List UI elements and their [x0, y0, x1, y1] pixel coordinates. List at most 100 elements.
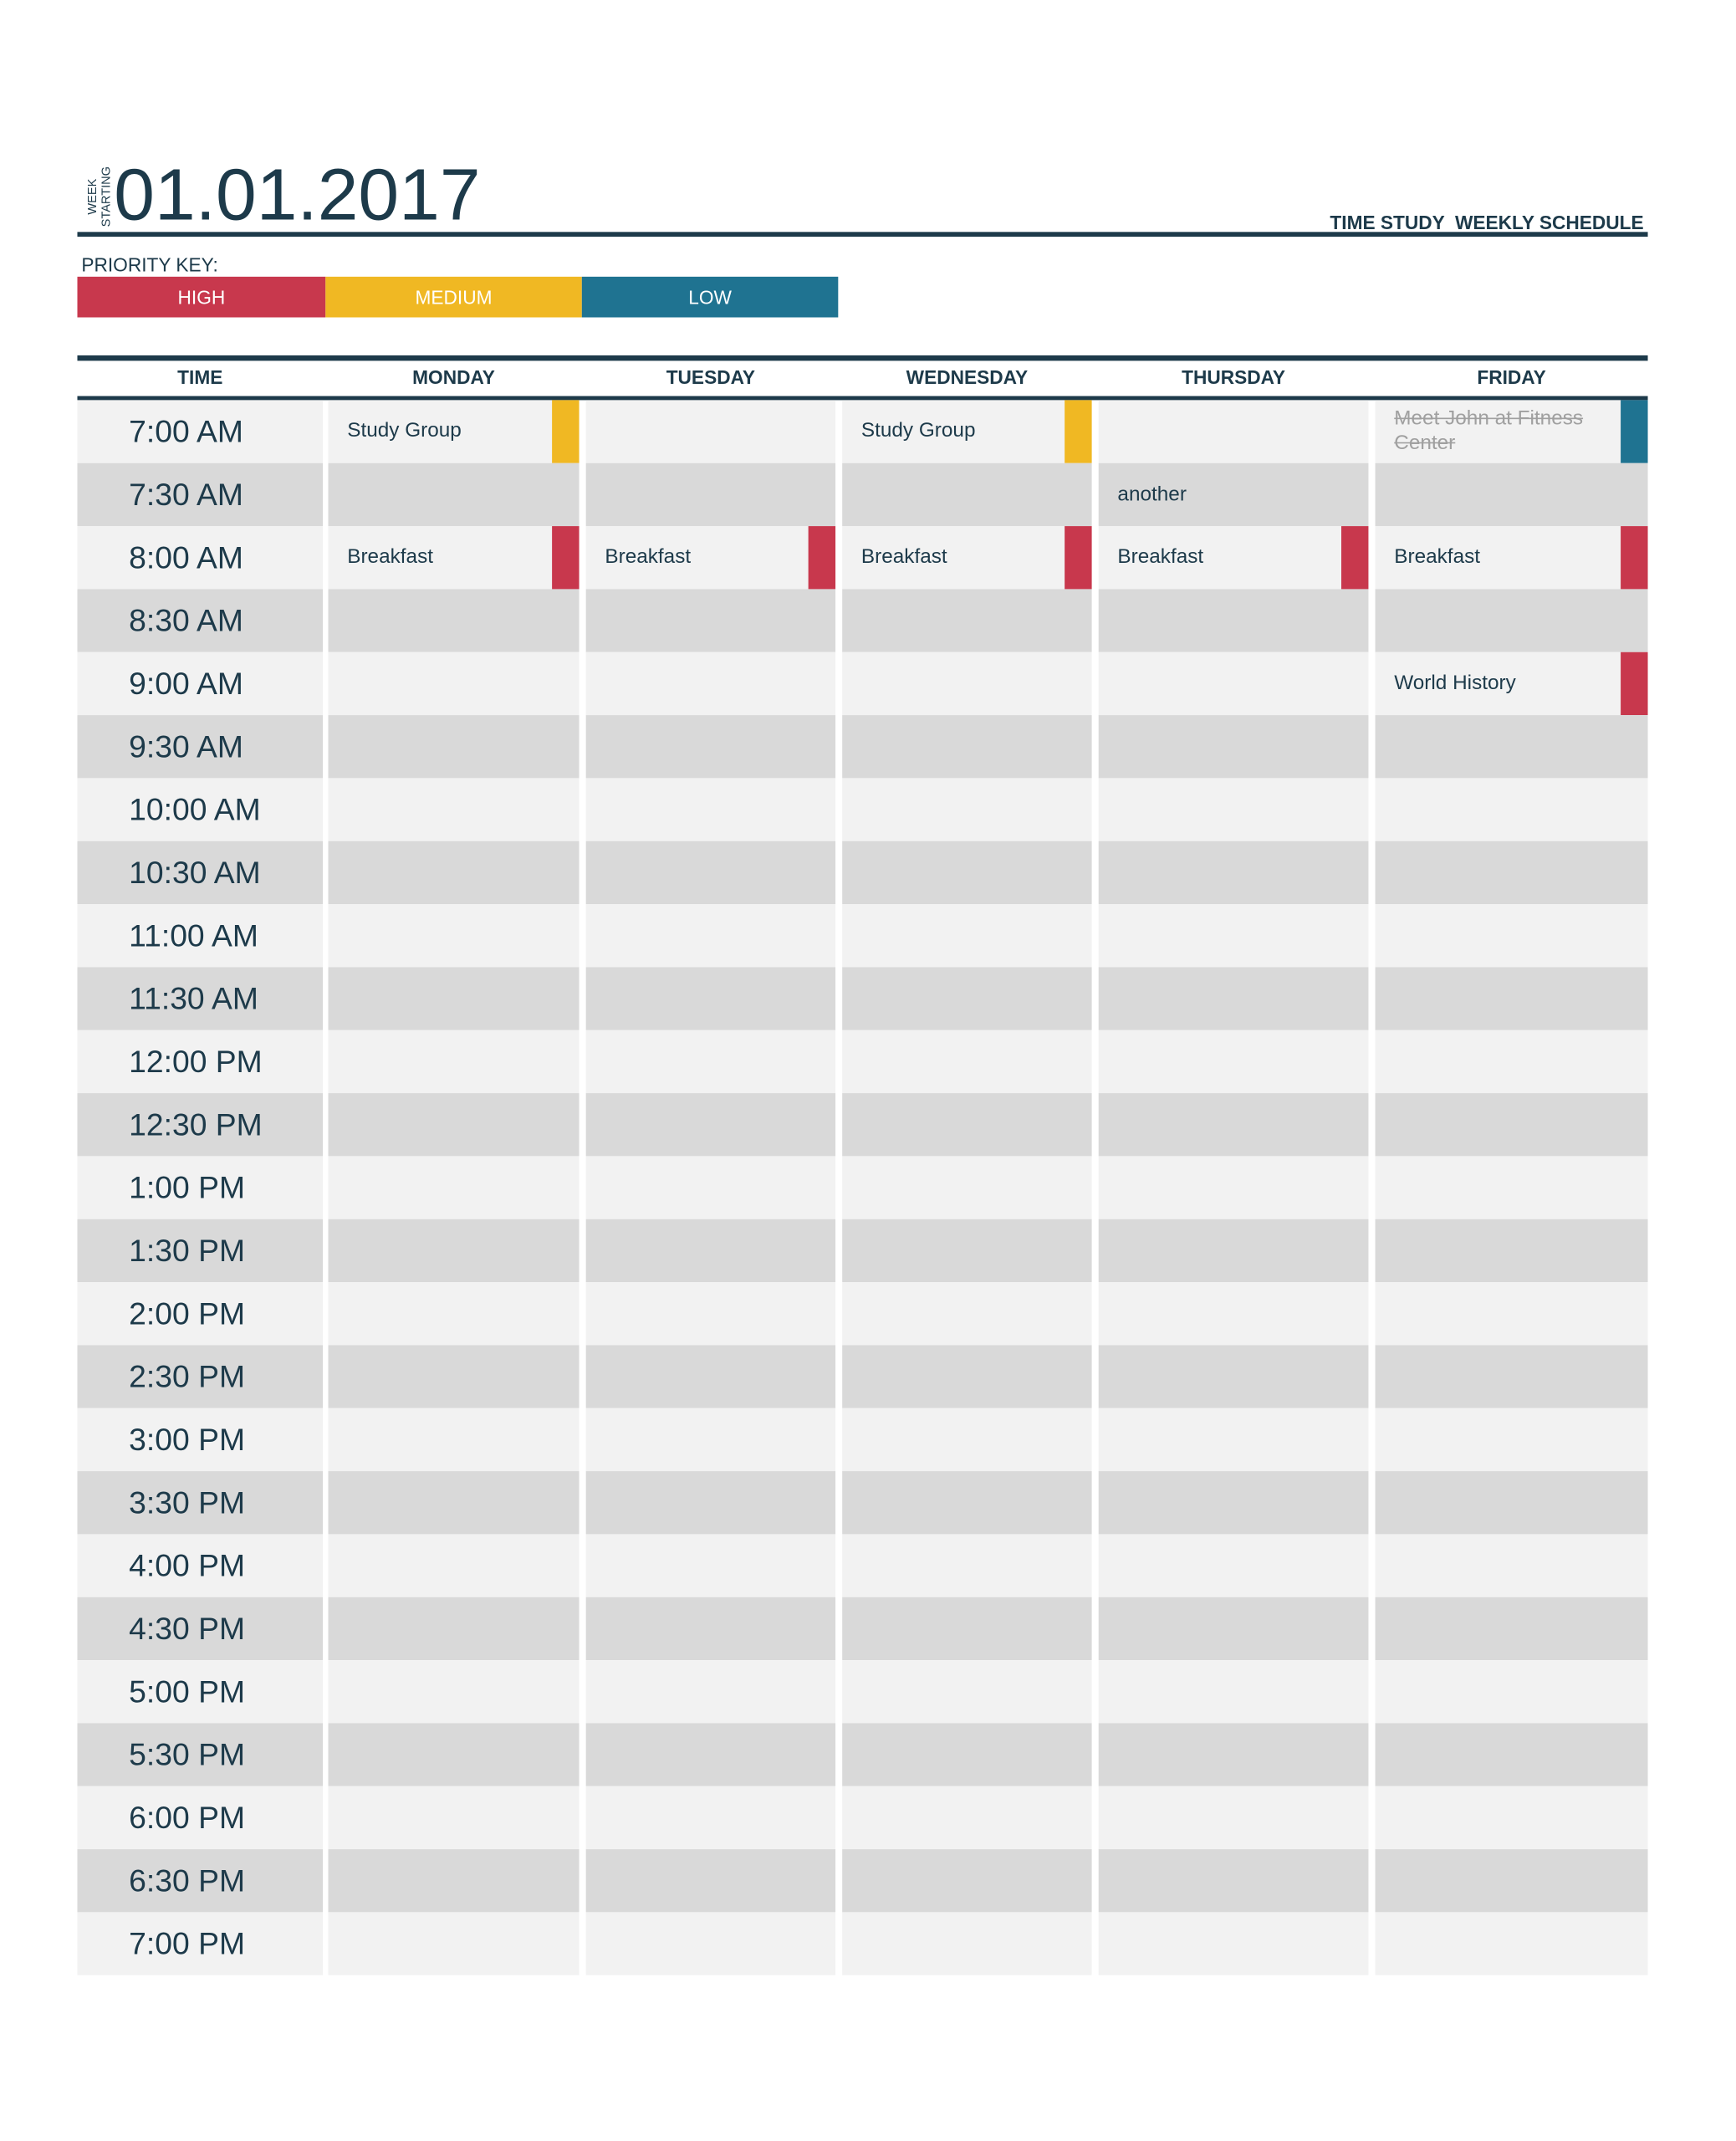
time-cell [77, 1156, 324, 1219]
time-cell [77, 1093, 324, 1157]
day-cell [1098, 841, 1369, 905]
time-label: 10:00 AM [129, 792, 261, 827]
day-cell [842, 1534, 1092, 1597]
time-cell [77, 462, 324, 527]
event-text: Breakfast [605, 545, 692, 569]
day-cell [842, 1471, 1092, 1535]
day-cell [328, 1723, 580, 1786]
day-cell [328, 1912, 580, 1975]
week-date: 01.01.2017 [114, 154, 480, 236]
column-header: MONDAY [412, 366, 495, 388]
time-cell [77, 1219, 324, 1283]
day-cell [1098, 1408, 1369, 1472]
event-box: Breakfast [347, 545, 433, 569]
day-cell [1098, 589, 1369, 652]
day-cell [585, 715, 836, 779]
day-cell [1375, 1030, 1648, 1094]
priority-key-text: LOW [688, 286, 732, 308]
time-cell [77, 904, 324, 968]
day-cell [842, 967, 1092, 1030]
day-cell [1098, 526, 1369, 590]
day-cell [1098, 1534, 1369, 1597]
time-label: 12:00 PM [129, 1044, 263, 1079]
priority-marker [552, 400, 580, 463]
priority-key-text: HIGH [178, 286, 226, 308]
day-cell [328, 1156, 580, 1219]
day-cell [1375, 526, 1648, 590]
day-cell [842, 778, 1092, 841]
day-cell [328, 1849, 580, 1913]
time-label: 6:30 PM [129, 1863, 245, 1898]
day-cell [1375, 1912, 1648, 1975]
time-label: 2:30 PM [129, 1359, 245, 1394]
day-cell [1375, 1660, 1648, 1724]
day-cell [842, 1597, 1092, 1661]
day-cell [842, 526, 1092, 590]
day-cell [328, 400, 580, 463]
time-cell [77, 1030, 324, 1094]
event-text: Breakfast [1394, 545, 1481, 569]
time-label: 8:30 AM [129, 603, 243, 638]
event-box: Meet John at Fitness Center [1394, 407, 1583, 455]
day-cell [1098, 462, 1369, 527]
day-cell [1098, 651, 1369, 716]
day-cell [585, 651, 836, 716]
time-cell [77, 1786, 324, 1850]
day-cell [1098, 1093, 1369, 1157]
event-box: Breakfast [861, 545, 947, 569]
day-cell [585, 841, 836, 905]
priority-key-bar [77, 276, 326, 318]
priority-marker [1341, 526, 1369, 590]
time-label: 10:30 AM [129, 855, 261, 890]
time-label: 7:00 AM [129, 414, 243, 449]
day-cell [1098, 400, 1369, 463]
day-cell [328, 651, 580, 716]
time-label: 2:00 PM [129, 1295, 245, 1331]
event-box: Breakfast [605, 545, 692, 569]
time-label: 3:30 PM [129, 1484, 245, 1520]
day-cell [842, 1723, 1092, 1786]
day-cell [328, 778, 580, 841]
time-label: 6:00 PM [129, 1800, 245, 1835]
day-cell [585, 1786, 836, 1850]
column-header: TIME [177, 366, 222, 388]
day-cell [1375, 1282, 1648, 1346]
day-cell [842, 1408, 1092, 1472]
time-label: 4:30 PM [129, 1611, 245, 1646]
day-cell [1375, 904, 1648, 968]
day-cell [842, 1219, 1092, 1283]
time-label: 1:30 PM [129, 1233, 245, 1268]
day-cell [1098, 715, 1369, 779]
day-cell [328, 526, 580, 590]
day-cell [842, 1093, 1092, 1157]
day-cell [328, 1345, 580, 1408]
time-cell [77, 715, 324, 779]
day-cell [585, 1282, 836, 1346]
day-cell [328, 1093, 580, 1157]
day-cell [585, 1597, 836, 1661]
time-label: 8:00 AM [129, 539, 243, 575]
priority-marker [1621, 526, 1648, 590]
time-cell [77, 651, 324, 716]
priority-marker [1065, 400, 1092, 463]
day-cell [585, 526, 836, 590]
day-cell [328, 841, 580, 905]
week-label: WEEK [86, 178, 100, 214]
day-cell [842, 841, 1092, 905]
event-text: another [1117, 482, 1187, 506]
time-label: 7:30 AM [129, 477, 243, 512]
day-cell [585, 1534, 836, 1597]
day-cell [1098, 1786, 1369, 1850]
time-cell [77, 1345, 324, 1408]
time-cell [77, 1660, 324, 1724]
day-cell [1375, 462, 1648, 527]
event-box: Study Group [861, 419, 976, 442]
event-text: Breakfast [1117, 545, 1204, 569]
event-text: World History [1394, 671, 1516, 695]
day-cell [585, 904, 836, 968]
day-cell [1098, 904, 1369, 968]
day-cell [1098, 1030, 1369, 1094]
day-cell [328, 1534, 580, 1597]
table-header-rule [77, 396, 1648, 401]
